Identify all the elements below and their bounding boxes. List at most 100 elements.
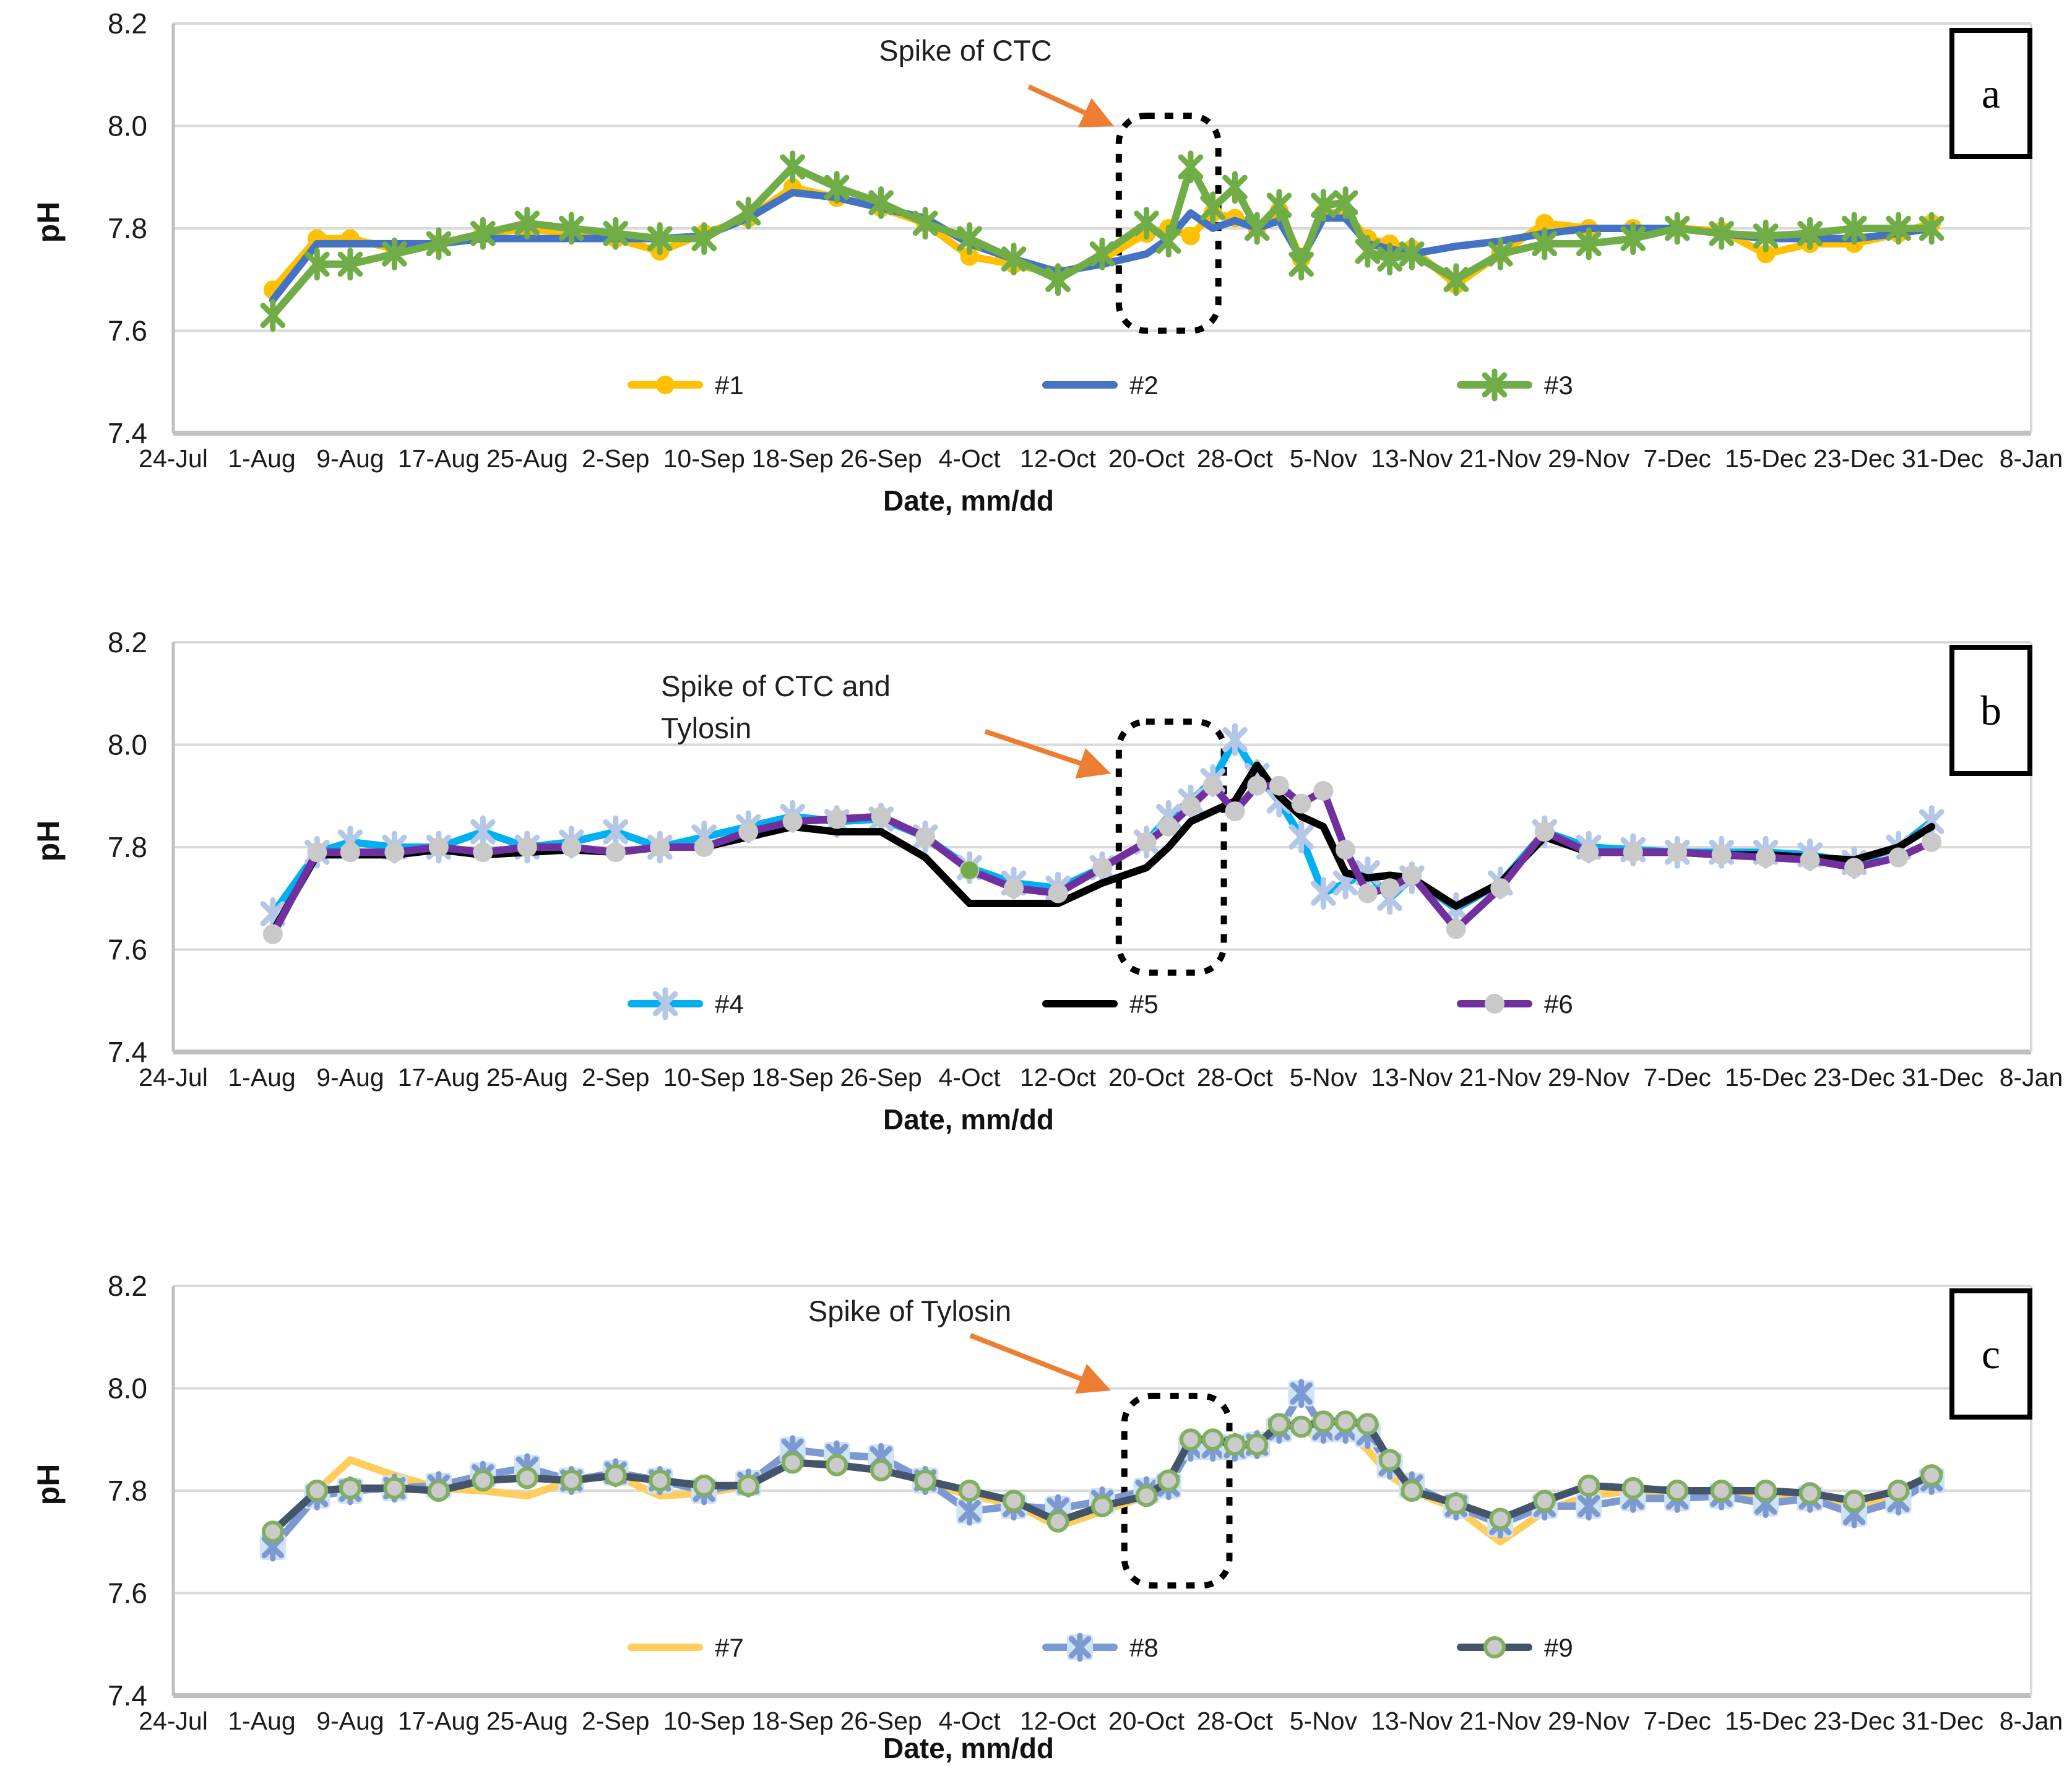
svg-text:29-Nov: 29-Nov: [1548, 444, 1630, 473]
svg-text:29-Nov: 29-Nov: [1548, 1063, 1630, 1092]
svg-text:24-Jul: 24-Jul: [139, 444, 208, 473]
svg-text:12-Oct: 12-Oct: [1020, 1063, 1097, 1092]
svg-text:20-Oct: 20-Oct: [1108, 1063, 1185, 1092]
svg-text:15-Dec: 15-Dec: [1725, 1063, 1807, 1092]
chart-a-annotation: Spike of CTC: [879, 34, 1052, 67]
svg-text:7.4: 7.4: [108, 1036, 147, 1068]
svg-text:20-Oct: 20-Oct: [1108, 1707, 1185, 1735]
svg-text:10-Sep: 10-Sep: [663, 444, 745, 473]
svg-text:13-Nov: 13-Nov: [1371, 1063, 1453, 1092]
chart-b-canvas: 8.2 8.0 7.8 7.6 7.424-Jul 1-Aug 9-Aug 17-Aug 25-…: [108, 626, 2063, 1092]
svg-text:7-Dec: 7-Dec: [1644, 1707, 1711, 1735]
svg-text:17-Aug: 17-Aug: [398, 1707, 480, 1735]
chart-c-y-axis-title: pH: [31, 1463, 66, 1506]
svg-text:7.8: 7.8: [108, 831, 147, 863]
chart-b-y-axis-title: pH: [31, 820, 66, 862]
svg-text:23-Dec: 23-Dec: [1813, 1063, 1895, 1092]
svg-text:31-Dec: 31-Dec: [1902, 444, 1984, 473]
chart-b-stray-marker: [960, 861, 978, 879]
svg-text:28-Oct: 28-Oct: [1197, 1063, 1274, 1092]
chart-c-canvas: 8.2 8.0 7.8 7.6 7.424-Jul 1-Aug 9-Aug 17-Aug 25-…: [108, 1270, 2063, 1735]
svg-text:10-Sep: 10-Sep: [663, 1063, 745, 1092]
svg-text:1-Aug: 1-Aug: [228, 1707, 295, 1735]
chart-b-legend: #4 #5 #6: [628, 987, 1573, 1020]
chart-b-legend-item-4: #4: [628, 987, 744, 1020]
chart-a-x-axis-title: Date, mm/dd: [883, 485, 1055, 517]
svg-text:7.8: 7.8: [108, 212, 147, 244]
svg-text:23-Dec: 23-Dec: [1813, 1707, 1895, 1735]
svg-text:20-Oct: 20-Oct: [1108, 444, 1185, 473]
svg-text:7.6: 7.6: [108, 1577, 147, 1610]
chart-a-legend: #1 #2 #3: [628, 368, 1573, 402]
svg-text:15-Dec: 15-Dec: [1725, 444, 1807, 473]
svg-text:10-Sep: 10-Sep: [663, 1707, 745, 1735]
svg-text:4-Oct: 4-Oct: [938, 1707, 1001, 1735]
svg-text:21-Nov: 21-Nov: [1459, 1063, 1542, 1092]
svg-text:12-Oct: 12-Oct: [1020, 1707, 1097, 1735]
svg-text:#8: #8: [1129, 1633, 1159, 1662]
svg-text:23-Dec: 23-Dec: [1813, 444, 1895, 473]
svg-text:5-Nov: 5-Nov: [1290, 1707, 1358, 1735]
svg-text:21-Nov: 21-Nov: [1459, 1707, 1542, 1735]
svg-text:24-Jul: 24-Jul: [139, 1707, 208, 1735]
svg-text:13-Nov: 13-Nov: [1371, 1707, 1453, 1735]
svg-text:#7: #7: [715, 1633, 744, 1662]
svg-text:#2: #2: [1129, 371, 1159, 400]
svg-text:#6: #6: [1544, 989, 1573, 1019]
svg-text:8.2: 8.2: [108, 7, 147, 40]
svg-text:18-Sep: 18-Sep: [752, 444, 834, 473]
chart-a-annotation-arrow: [1027, 84, 1114, 127]
chart-b-series-markers-6: [262, 775, 1942, 944]
chart-c-legend: #7 #8 #9: [628, 1632, 1573, 1662]
svg-text:21-Nov: 21-Nov: [1459, 444, 1542, 473]
chart-a-y-axis-title: pH: [31, 201, 66, 243]
svg-text:8-Jan: 8-Jan: [2000, 444, 2063, 473]
svg-text:4-Oct: 4-Oct: [938, 1063, 1001, 1092]
svg-text:1-Aug: 1-Aug: [228, 444, 295, 473]
chart-a-canvas: 8.2 8.0 7.8 7.6 7.424-Jul 1-Aug 9-Aug 17-Aug 25-…: [108, 7, 2063, 473]
svg-text:#9: #9: [1544, 1633, 1573, 1662]
chart-c-x-tick-labels: 24-Jul 1-Aug 9-Aug 17-Aug 25-Aug 2-Sep 10-Sep 1…: [139, 1707, 2063, 1735]
chart-b-series-markers-4: [260, 723, 1945, 931]
svg-text:7.6: 7.6: [108, 934, 147, 966]
chart-c-annotation-arrow: [969, 1333, 1111, 1394]
chart-a-series-markers-3: [260, 150, 1945, 332]
chart-c-legend-item-7: #7: [628, 1633, 744, 1662]
chart-a-gridlines: [171, 22, 2032, 436]
chart-c-annotation: Spike of Tylosin: [808, 1295, 1012, 1327]
svg-text:24-Jul: 24-Jul: [139, 1063, 208, 1092]
chart-b-x-axis-title: Date, mm/dd: [883, 1103, 1055, 1136]
svg-text:#4: #4: [715, 989, 744, 1019]
svg-text:2-Sep: 2-Sep: [582, 444, 649, 473]
svg-text:13-Nov: 13-Nov: [1371, 444, 1453, 473]
chart-c-x-axis-title: Date, mm/dd: [883, 1732, 1055, 1764]
svg-text:8-Jan: 8-Jan: [2000, 1063, 2063, 1092]
chart-a-legend-item-2: #2: [1042, 371, 1159, 400]
svg-text:7-Dec: 7-Dec: [1644, 444, 1711, 473]
svg-text:26-Sep: 26-Sep: [840, 1707, 922, 1735]
chart-b-annotation-arrow: [984, 729, 1111, 779]
svg-text:8-Jan: 8-Jan: [2000, 1707, 2063, 1735]
svg-text:7-Dec: 7-Dec: [1644, 1063, 1711, 1092]
chart-b-x-tick-labels: 24-Jul 1-Aug 9-Aug 17-Aug 25-Aug 2-Sep 10-Sep 1…: [139, 1063, 2063, 1092]
svg-text:25-Aug: 25-Aug: [486, 444, 568, 473]
svg-text:8.2: 8.2: [108, 1270, 147, 1302]
svg-text:9-Aug: 9-Aug: [316, 444, 384, 473]
svg-text:28-Oct: 28-Oct: [1197, 1707, 1274, 1735]
chart-c-series-markers-9: [261, 1410, 1943, 1543]
svg-text:17-Aug: 17-Aug: [398, 444, 480, 473]
svg-text:5-Nov: 5-Nov: [1290, 1063, 1358, 1092]
svg-text:12-Oct: 12-Oct: [1020, 444, 1097, 473]
chart-c-legend-item-9: #9: [1457, 1633, 1573, 1662]
svg-text:18-Sep: 18-Sep: [752, 1707, 834, 1735]
svg-text:7.8: 7.8: [108, 1475, 147, 1507]
chart-c-spike-box: [1121, 1392, 1233, 1589]
svg-text:29-Nov: 29-Nov: [1548, 1707, 1630, 1735]
chart-c-y-tick-labels: 8.2 8.0 7.8 7.6 7.4: [108, 1270, 147, 1712]
chart-b-annotation: Spike of CTC and Tylosin: [661, 670, 891, 745]
chart-a-legend-item-1: #1: [628, 371, 744, 400]
svg-text:7.4: 7.4: [108, 1679, 147, 1712]
svg-text:17-Aug: 17-Aug: [398, 1063, 480, 1092]
svg-text:8.0: 8.0: [108, 729, 147, 761]
